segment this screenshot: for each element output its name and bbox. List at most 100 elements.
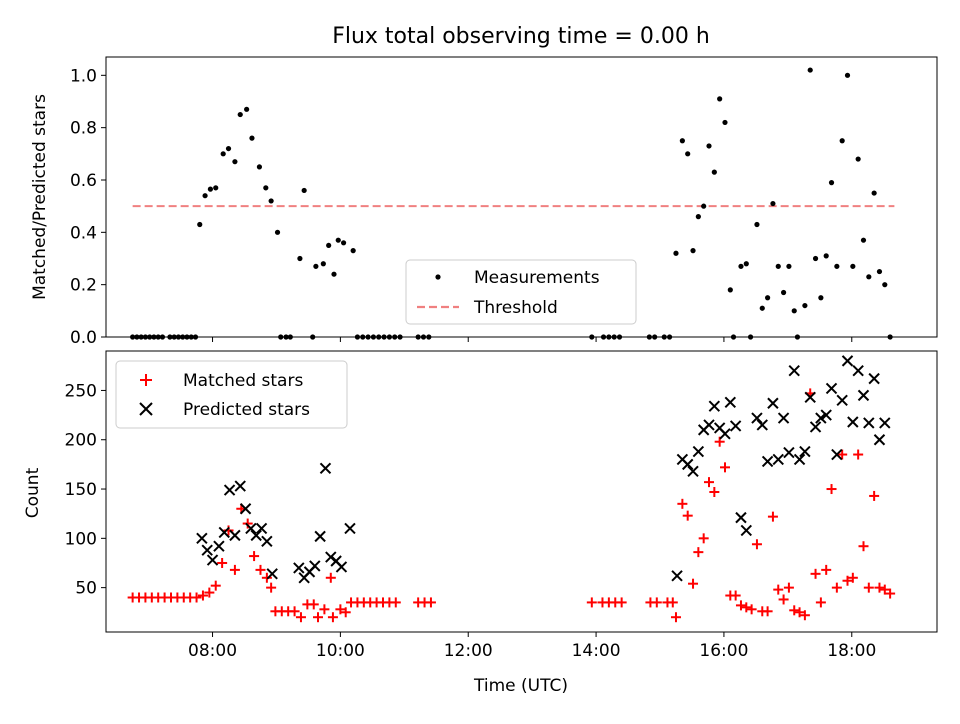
measurement-point: [794, 334, 801, 340]
matched-stars-point: [810, 568, 821, 579]
measurement-point: [722, 119, 728, 126]
predicted-stars-point: [841, 355, 854, 367]
measurement-point: [839, 138, 845, 144]
measurement-point: [232, 159, 238, 165]
measurement-point: [244, 106, 250, 112]
measurement-point: [310, 334, 316, 340]
predicted-stars-point: [213, 540, 225, 552]
predicted-stars-point: [799, 445, 811, 458]
predicted-stars-point: [793, 453, 806, 466]
matched-stars-point: [719, 462, 730, 473]
top-y-axis-label: Matched/Predicted stars: [30, 94, 50, 300]
measurement-point: [871, 190, 877, 196]
predicted-stars-point: [261, 535, 273, 547]
measurement-point: [882, 282, 888, 288]
measurement-point: [666, 334, 673, 340]
predicted-stars-point: [255, 522, 268, 535]
predicted-stars-point: [761, 455, 774, 468]
measurement-point: [376, 334, 382, 340]
matched-stars-point: [242, 518, 253, 529]
predicted-stars-point: [681, 458, 694, 471]
measurement-point: [415, 334, 421, 340]
measurement-point: [812, 255, 819, 262]
measurement-point: [225, 145, 232, 152]
measurement-point: [606, 334, 612, 340]
matched-stars-point: [704, 477, 715, 488]
measurement-point: [727, 287, 733, 293]
legend-predicted-label: Predicted stars: [183, 400, 310, 420]
legend-matched-marker: [140, 374, 152, 386]
matched-stars-point: [313, 612, 324, 623]
measurement-point: [738, 263, 744, 269]
predicted-stars-point: [319, 462, 332, 475]
measurement-point: [340, 240, 347, 246]
measurement-point: [297, 255, 303, 262]
matched-stars-point: [340, 607, 351, 618]
bottom-plot-area: 08:00 10:00 12:00 14:00 16:00 18:00 50 100 150 20…: [65, 350, 938, 661]
matched-stars-point: [289, 606, 300, 617]
measurement-point: [134, 334, 140, 340]
measurement-point: [876, 268, 883, 275]
x-axis-label: Time (UTC): [473, 676, 568, 696]
bottom-y-tick-label: 100: [65, 529, 97, 549]
measurement-point: [274, 229, 281, 235]
measurement-point: [661, 334, 667, 340]
measurement-point: [855, 156, 861, 162]
measurement-point: [301, 187, 307, 194]
bottom-y-tick-label: 200: [65, 431, 97, 451]
matched-stars-point: [885, 588, 896, 599]
matched-stars-point: [425, 597, 436, 608]
matched-stars-point: [210, 580, 221, 591]
measurement-point: [786, 263, 792, 269]
predicted-stars-point: [751, 412, 763, 424]
matched-stars-point: [586, 597, 597, 608]
measurement-point: [844, 72, 851, 78]
matched-stars-point: [217, 557, 228, 568]
predicted-stars-point: [873, 434, 886, 446]
matched-stars-point: [842, 575, 853, 586]
predicted-stars-point: [836, 394, 848, 407]
measurement-point: [611, 334, 617, 340]
matched-stars-point: [746, 604, 757, 615]
matched-stars-point: [853, 449, 864, 460]
measurement-point: [673, 250, 679, 256]
measurement-point: [151, 334, 157, 340]
measurement-point: [791, 308, 797, 314]
predicted-stars-point: [724, 396, 737, 408]
predicted-stars-point: [857, 389, 870, 402]
measurement-point: [331, 271, 337, 277]
measurement-point: [142, 334, 149, 340]
measurement-point: [850, 263, 856, 269]
top-axes-frame: [105, 56, 938, 338]
measurement-point: [802, 302, 808, 309]
measurement-point: [616, 334, 623, 340]
measurement-point: [365, 334, 371, 340]
predicted-stars-point: [831, 448, 843, 461]
measurement-point: [589, 334, 595, 340]
matched-stars-point: [821, 564, 832, 575]
measurement-point: [278, 334, 284, 340]
measurement-point: [175, 334, 182, 340]
measurement-point: [167, 334, 173, 340]
measurement-point: [370, 334, 377, 340]
predicted-stars-point: [206, 554, 219, 566]
measurement-point: [155, 334, 161, 340]
matched-stars-point: [837, 449, 848, 460]
legend-threshold-label: Threshold: [473, 298, 558, 318]
measurement-point: [754, 221, 760, 228]
matched-stars-point: [295, 612, 306, 623]
predicted-stars-point: [687, 465, 699, 477]
predicted-stars-point: [767, 397, 779, 409]
predicted-stars-point: [777, 412, 790, 424]
matched-stars-point: [794, 607, 805, 618]
measurement-point: [283, 334, 289, 340]
measurement-point: [685, 151, 691, 157]
bottom-axes-frame: [105, 350, 938, 633]
measurement-point: [823, 253, 829, 259]
x-tick-label: 16:00: [699, 641, 748, 661]
predicted-stars-point: [825, 382, 838, 395]
matched-stars-point: [616, 597, 627, 608]
measurement-point: [180, 334, 186, 340]
predicted-stars-point: [740, 524, 753, 537]
measurement-point: [695, 214, 701, 220]
